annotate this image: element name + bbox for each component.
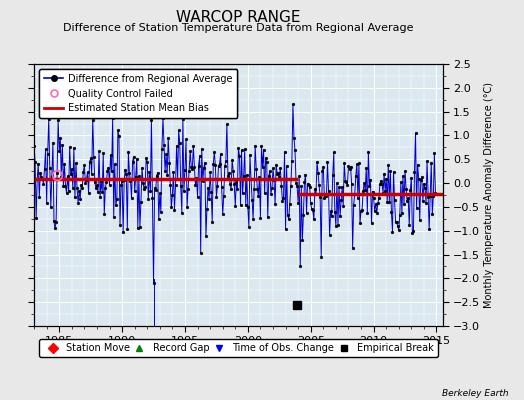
Text: WARCOP RANGE: WARCOP RANGE xyxy=(176,10,301,25)
Text: Berkeley Earth: Berkeley Earth xyxy=(442,389,508,398)
Legend: Station Move, Record Gap, Time of Obs. Change, Empirical Break: Station Move, Record Gap, Time of Obs. C… xyxy=(39,339,438,357)
Legend: Difference from Regional Average, Quality Control Failed, Estimated Station Mean: Difference from Regional Average, Qualit… xyxy=(39,69,237,118)
Text: Difference of Station Temperature Data from Regional Average: Difference of Station Temperature Data f… xyxy=(63,23,413,33)
Y-axis label: Monthly Temperature Anomaly Difference (°C): Monthly Temperature Anomaly Difference (… xyxy=(485,82,495,308)
